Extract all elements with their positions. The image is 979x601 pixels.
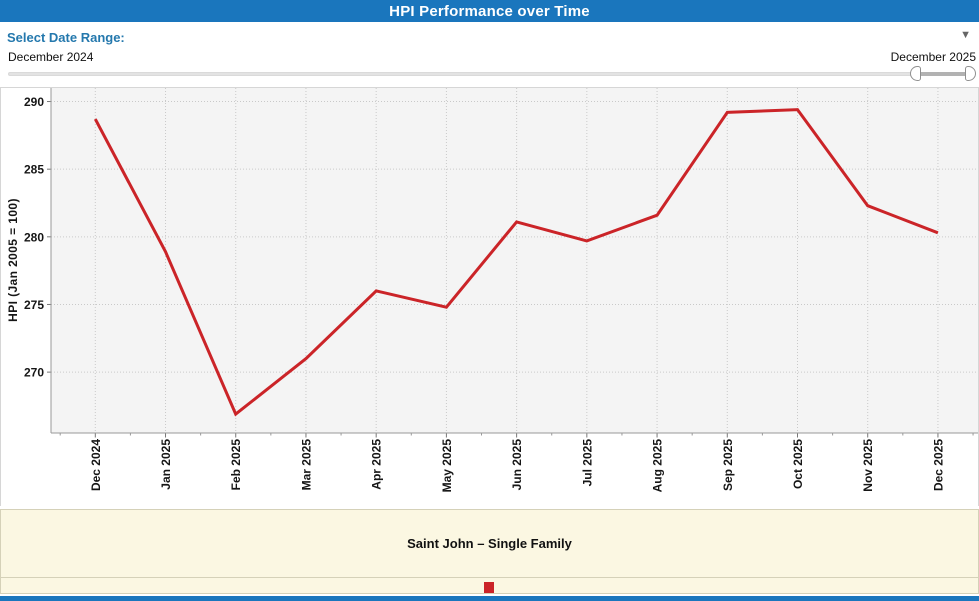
- y-axis-title: HPI (Jan 2005 = 100): [6, 198, 20, 322]
- x-tick-label: Jun 2025: [510, 439, 524, 491]
- bottom-bar: [0, 596, 979, 601]
- legend-series-label: Saint John – Single Family: [407, 536, 572, 551]
- y-tick-label: 280: [24, 230, 44, 244]
- slider-handle-start[interactable]: [910, 66, 921, 81]
- y-tick-label: 270: [24, 366, 44, 380]
- x-tick-label: Apr 2025: [370, 439, 384, 490]
- select-date-range-label: Select Date Range:: [7, 30, 125, 45]
- x-tick-label: Nov 2025: [861, 439, 875, 492]
- slider-selected-range: [916, 72, 971, 76]
- hpi-line-chart: 270 275 280 285 290 Dec 2024 Jan 2025 Feb 2025 M…: [6, 88, 978, 493]
- date-range-slider: [8, 66, 976, 84]
- x-tick-label: Feb 2025: [229, 439, 243, 491]
- x-tick-label: Sep 2025: [721, 439, 735, 491]
- chart-container: 270 275 280 285 290 Dec 2024 Jan 2025 Feb 2025 M…: [0, 87, 979, 506]
- header-bar: HPI Performance over Time: [0, 0, 979, 22]
- x-tick-label: Mar 2025: [299, 439, 313, 491]
- plot-area: [51, 88, 978, 433]
- slider-handle-end[interactable]: [965, 66, 976, 81]
- legend-box: Saint John – Single Family: [0, 509, 979, 577]
- chevron-down-icon[interactable]: ▼: [960, 29, 971, 41]
- x-tick-label: Jan 2025: [159, 439, 173, 490]
- page-title: HPI Performance over Time: [389, 2, 590, 20]
- x-tick-label: Jul 2025: [580, 439, 594, 487]
- range-start-label: December 2024: [8, 50, 94, 64]
- range-end-label: December 2025: [890, 50, 976, 64]
- y-tick-label: 275: [24, 298, 44, 312]
- slider-track[interactable]: [8, 72, 971, 76]
- y-tick-label: 290: [24, 95, 44, 109]
- x-tick-label: Dec 2024: [89, 439, 103, 491]
- series-line: [93, 108, 939, 417]
- legend-series-marker-icon[interactable]: [484, 582, 494, 593]
- legend-marker-row: [0, 577, 979, 594]
- x-tick-label: Dec 2025: [931, 439, 945, 491]
- x-tick-label: Oct 2025: [791, 439, 805, 489]
- x-tick-label: Aug 2025: [651, 439, 665, 493]
- x-tick-label: May 2025: [440, 439, 454, 493]
- y-tick-label: 285: [24, 163, 44, 177]
